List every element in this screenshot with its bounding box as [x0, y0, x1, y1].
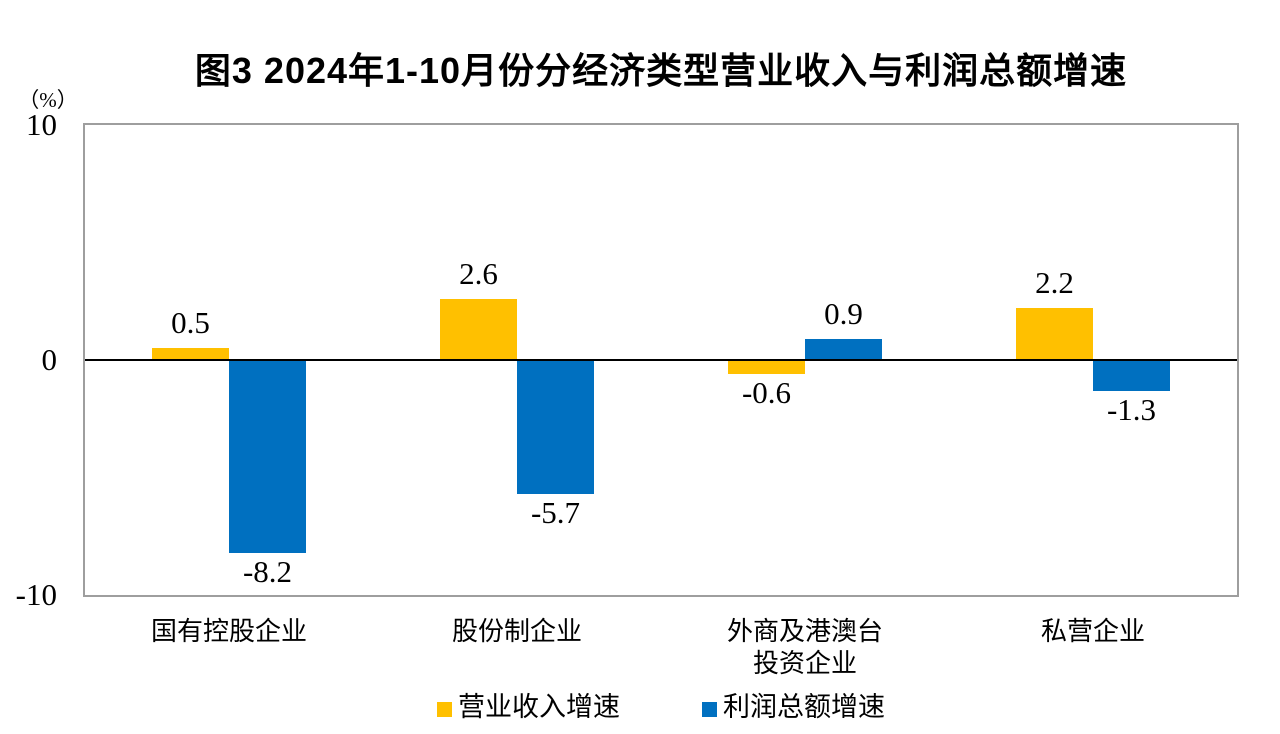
bar-s2-c4	[1093, 360, 1170, 391]
legend-item: 利润总额增速	[702, 692, 885, 722]
bar-s2-c1	[229, 360, 306, 553]
x-category-label: 国有控股企业	[150, 617, 307, 646]
bar-s1-c2	[440, 298, 517, 360]
legend-label: 利润总额增速	[723, 692, 885, 722]
bar-value-label: 2.2	[1035, 265, 1074, 301]
legend-swatch-icon	[437, 701, 452, 717]
legend-label: 营业收入增速	[458, 692, 620, 722]
bar-s1-c1	[152, 348, 229, 360]
y-tick-label: 10	[26, 107, 57, 142]
bar-value-label: -0.6	[741, 375, 792, 411]
y-axis-unit-label: （%）	[18, 88, 78, 112]
y-tick-label: 0	[41, 342, 58, 377]
bar-value-label: -5.7	[530, 494, 581, 530]
bar-value-label: -8.2	[242, 553, 293, 589]
zero-axis-line	[85, 359, 1237, 361]
bar-value-label: 2.6	[459, 255, 498, 291]
bar-value-label: 0.5	[171, 305, 210, 341]
bar-value-label: 0.9	[824, 295, 863, 331]
legend-swatch-icon	[702, 701, 717, 717]
x-category-label: 私营企业	[1040, 617, 1145, 646]
bar-value-label: -1.3	[1106, 391, 1157, 427]
y-tick-label: -10	[15, 577, 57, 612]
legend: 营业收入增速 利润总额增速	[85, 692, 1237, 722]
bar-s2-c2	[517, 360, 594, 494]
bar-s1-c3	[728, 360, 805, 375]
plot-area: 0.5 2.6 -0.6 2.2 -8.2 -5.7 0.9 -1.3	[83, 123, 1239, 597]
legend-item: 营业收入增速	[437, 692, 620, 722]
chart-title: 图3 2024年1-10月份分经济类型营业收入与利润总额增速	[194, 50, 1128, 91]
x-axis-labels: 国有控股企业 股份制企业 外商及港澳台 投资企业 私营企业	[85, 616, 1237, 686]
x-category-label: 外商及港澳台 投资企业	[726, 617, 883, 678]
bar-s1-c4	[1016, 308, 1093, 360]
x-category-label: 股份制企业	[451, 617, 582, 646]
bar-s2-c3	[805, 338, 882, 360]
